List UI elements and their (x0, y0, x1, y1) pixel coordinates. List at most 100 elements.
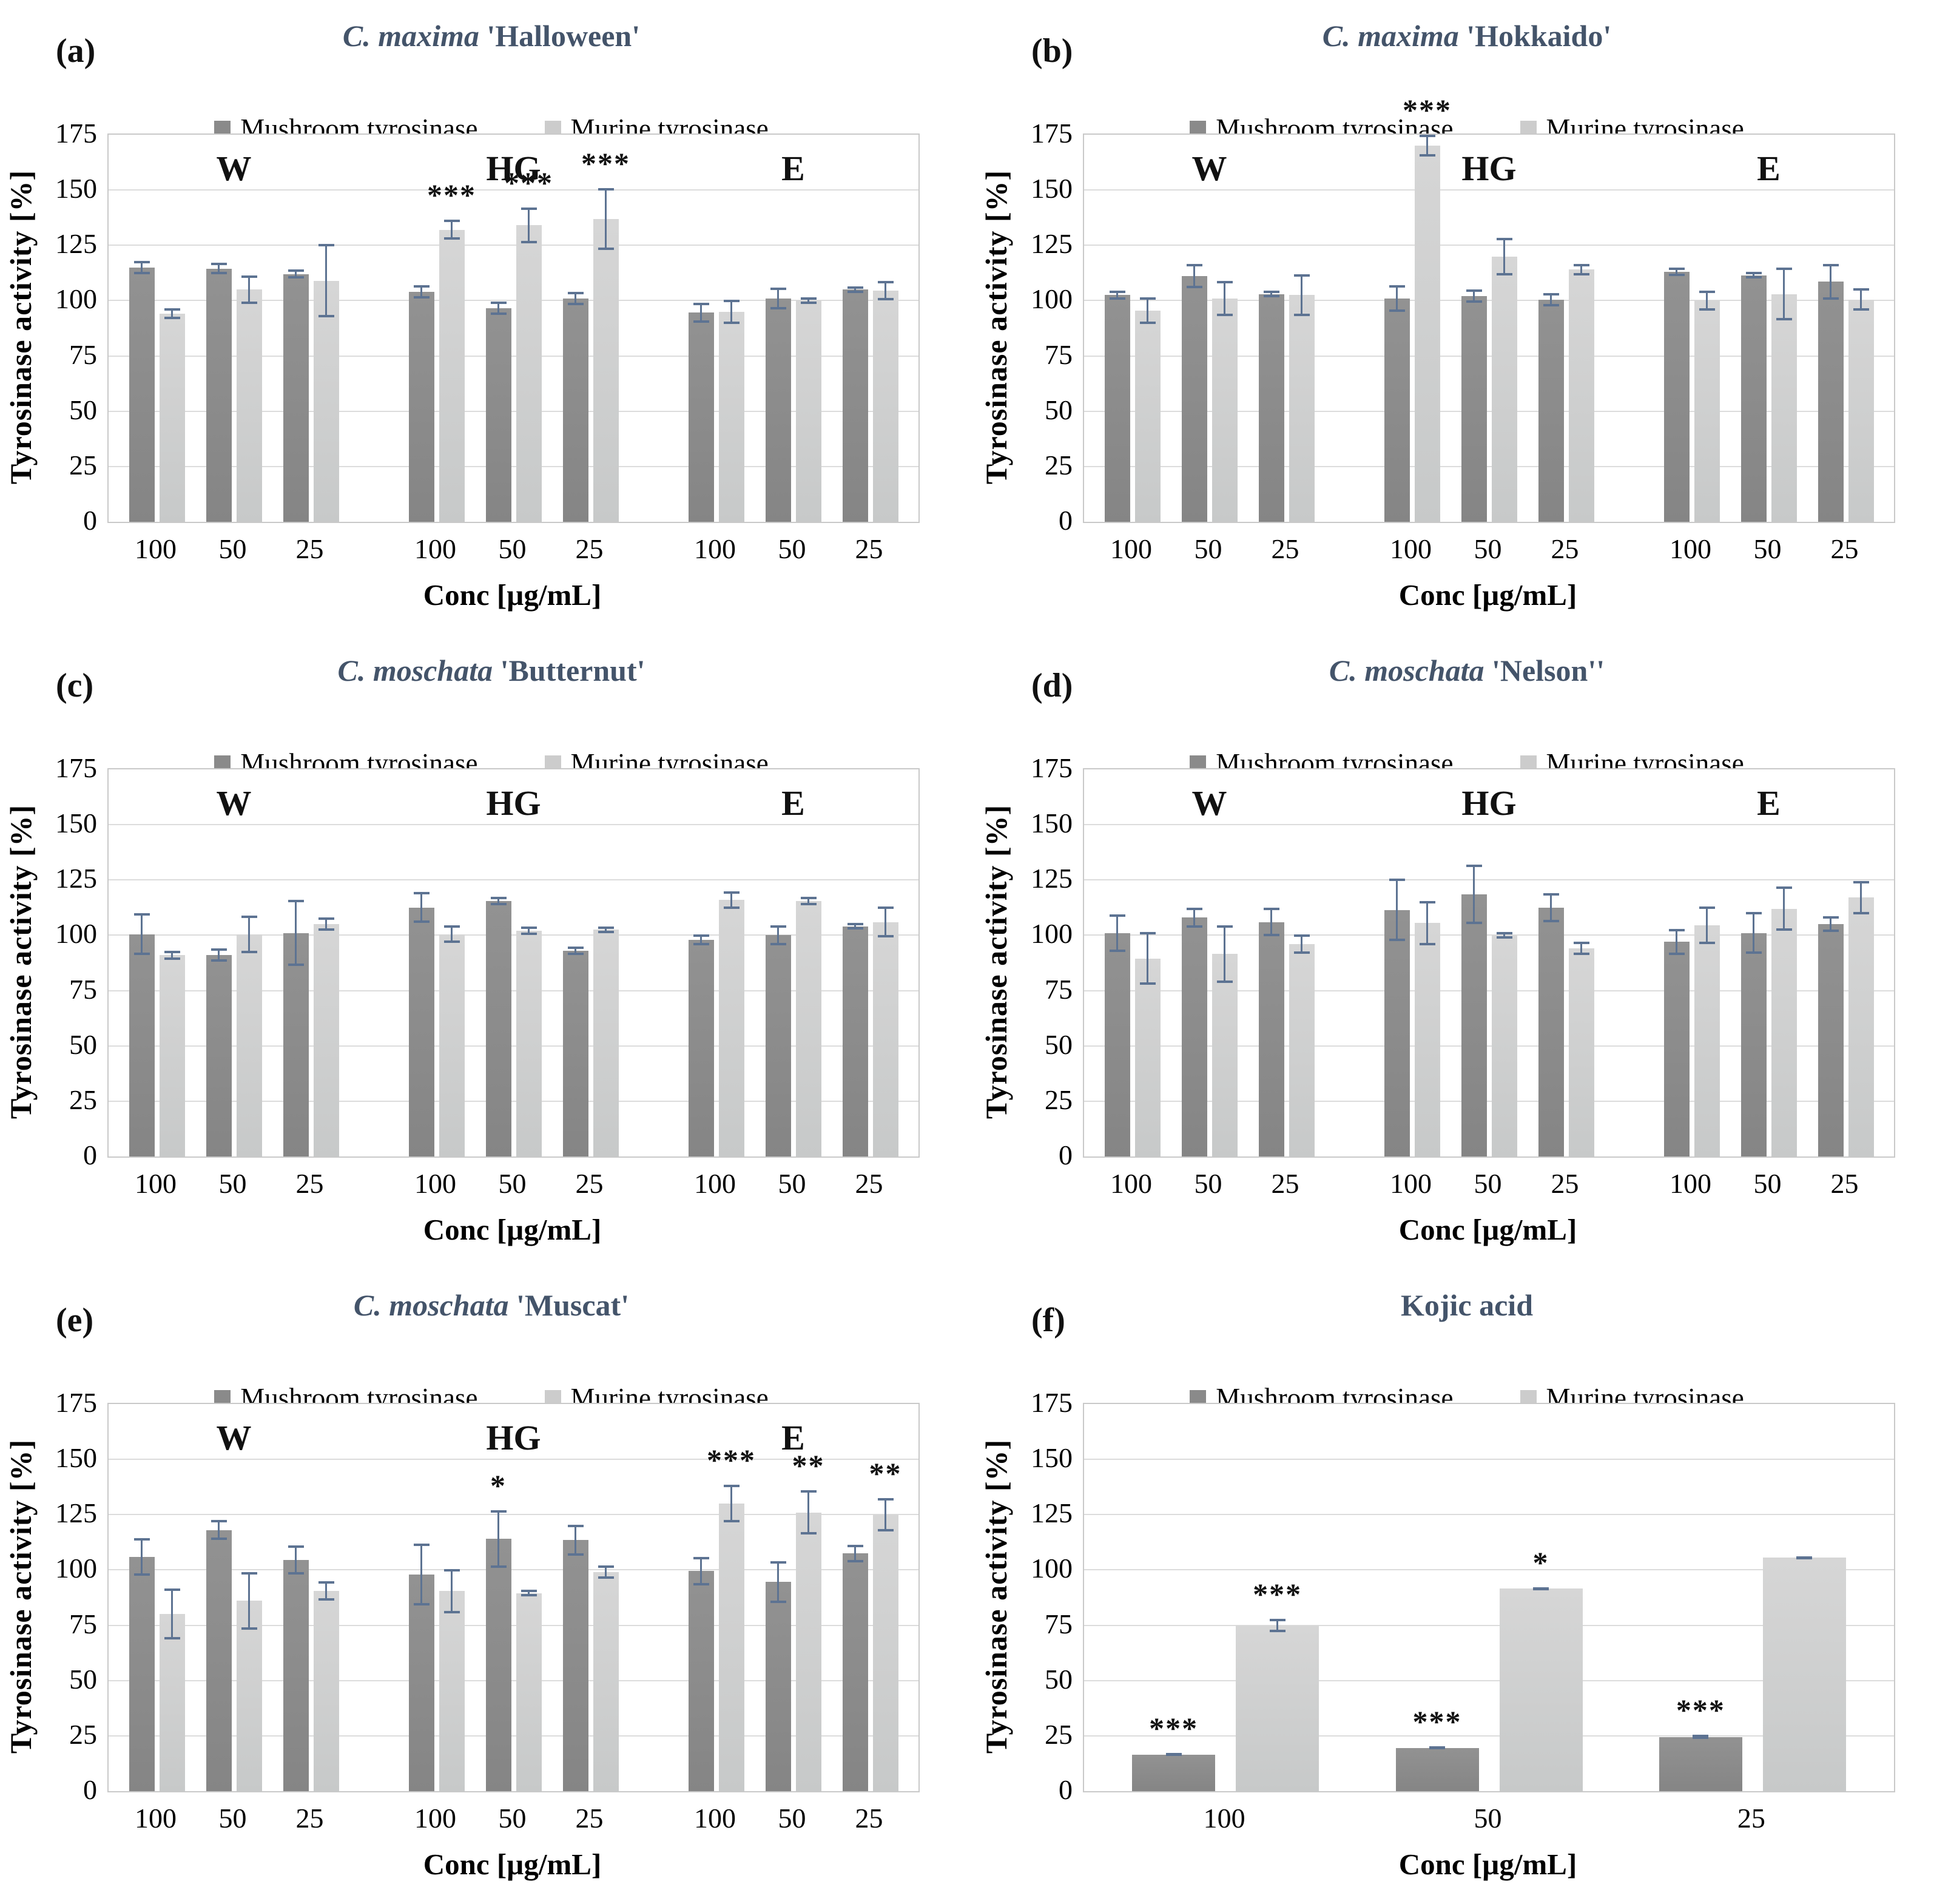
error-bar-cap-bottom (1109, 297, 1125, 300)
x-tick-label: 50 (1474, 1803, 1502, 1834)
y-axis-label: Tyrosinase activity [%] (4, 804, 38, 1119)
bar-mushroom (206, 268, 232, 522)
error-bar-cap-bottom (693, 942, 709, 945)
error-bar (241, 1572, 257, 1630)
x-tick-label: 25 (1551, 533, 1579, 564)
x-tick-label: 25 (855, 1803, 883, 1834)
significance-stars: *** (707, 1443, 756, 1477)
bar-mushroom (206, 1530, 232, 1791)
error-bar-cap-bottom (770, 1601, 786, 1604)
gridline (109, 1514, 918, 1516)
error-bar-cap-top (211, 948, 227, 951)
chart-title-cultivar: 'Hokkaido' (1458, 19, 1612, 53)
error-bar-cap-top (1668, 267, 1685, 270)
bar-murine (1499, 1588, 1583, 1791)
y-tick-label: 0 (1059, 1139, 1073, 1170)
bar-murine (1134, 958, 1161, 1156)
error-bar (1745, 912, 1762, 954)
error-bar-line (1830, 264, 1831, 300)
error-bar (877, 1497, 894, 1531)
error-bar-cap-bottom (521, 1594, 537, 1597)
y-tick-label: 125 (1031, 228, 1073, 260)
group-label-e: E (781, 783, 805, 823)
error-bar-cap-bottom (693, 1582, 709, 1585)
error-bar-line (1224, 280, 1225, 316)
y-tick-label: 75 (69, 973, 97, 1005)
bar-murine (718, 1504, 744, 1791)
error-bar-cap-bottom (318, 1598, 334, 1601)
error-bar (521, 926, 537, 936)
error-bar (847, 286, 863, 293)
panel-e: (e) C. moschata 'Muscat' Mushroom tyrosina… (0, 1269, 976, 1904)
error-bar (1389, 285, 1405, 312)
error-bar (1139, 931, 1156, 985)
x-tick-label: 25 (295, 1168, 324, 1199)
gridline (109, 1459, 918, 1460)
error-bar (567, 946, 584, 956)
error-bar-line (1753, 912, 1754, 954)
bar-mushroom (1104, 933, 1130, 1156)
error-bar-line (885, 906, 886, 938)
bar-mushroom (283, 274, 309, 522)
error-bar-line (700, 303, 702, 323)
y-tick-label: 0 (1059, 505, 1073, 536)
error-bar-cap-top (1269, 1618, 1286, 1621)
gridline (109, 245, 918, 246)
error-bar-line (420, 892, 422, 923)
error-bar (1853, 881, 1869, 914)
y-tick-label: 100 (55, 918, 97, 950)
x-tick-label: 100 (1670, 1168, 1711, 1199)
gridline (1084, 300, 1894, 302)
panel-f: (f) Kojic acid Mushroom tyrosinase Murine t… (976, 1269, 1951, 1904)
plot-area: W HG E (1083, 768, 1895, 1158)
panel-letter: (d) (1031, 667, 1073, 704)
error-bar-line (1147, 297, 1148, 324)
y-tick-label: 25 (1045, 1718, 1073, 1750)
error-bar (490, 896, 507, 906)
error-bar-cap-top (521, 1590, 537, 1593)
error-bar-line (730, 299, 732, 324)
y-axis-label: Tyrosinase activity [%] (979, 1439, 1013, 1754)
error-bar-cap-top (413, 285, 430, 288)
error-bar-cap-top (241, 1572, 257, 1575)
error-bar-cap-bottom (567, 1553, 584, 1556)
error-bar-line (295, 900, 297, 967)
error-bar-line (1426, 135, 1428, 157)
error-bar-cap-bottom (1699, 942, 1715, 945)
y-tick-label: 125 (55, 1497, 97, 1529)
bar-mushroom (1461, 894, 1487, 1156)
bar-murine (1211, 298, 1238, 522)
error-bar-line (1276, 1618, 1279, 1632)
error-bar-line (1783, 886, 1785, 931)
bar-mushroom (1132, 1754, 1216, 1791)
y-tick-label: 50 (69, 1028, 97, 1060)
error-bar (1776, 886, 1792, 931)
error-bar-line (1860, 288, 1862, 311)
error-bar-cap-bottom (164, 317, 180, 320)
error-bar-line (218, 948, 220, 962)
y-tick-label: 125 (55, 228, 97, 260)
error-bar-cap-top (1263, 907, 1279, 910)
bar-mushroom (1258, 922, 1284, 1156)
bar-mushroom (1740, 933, 1767, 1156)
error-bar-cap-bottom (1263, 294, 1279, 297)
bar-murine (795, 1512, 821, 1791)
error-bar-line (777, 925, 779, 945)
error-bar-cap-top (1496, 931, 1512, 934)
error-bar-cap-top (1853, 881, 1869, 884)
error-bar-line (248, 1572, 250, 1630)
error-bar-cap-top (443, 925, 460, 928)
gridline (109, 1569, 918, 1571)
error-bar-line (497, 1510, 499, 1568)
error-bar-line (1396, 879, 1398, 941)
error-bar-cap-bottom (877, 1528, 894, 1531)
bar-murine (516, 1593, 542, 1791)
error-bar-cap-top (288, 269, 304, 272)
gridline (109, 1735, 918, 1737)
bar-mushroom (408, 1574, 434, 1791)
bar-mushroom (1384, 298, 1410, 522)
y-tick-label: 0 (1059, 1774, 1073, 1805)
error-bar (847, 1544, 863, 1562)
error-bar-line (528, 926, 530, 936)
error-bar-cap-top (1693, 1735, 1709, 1738)
